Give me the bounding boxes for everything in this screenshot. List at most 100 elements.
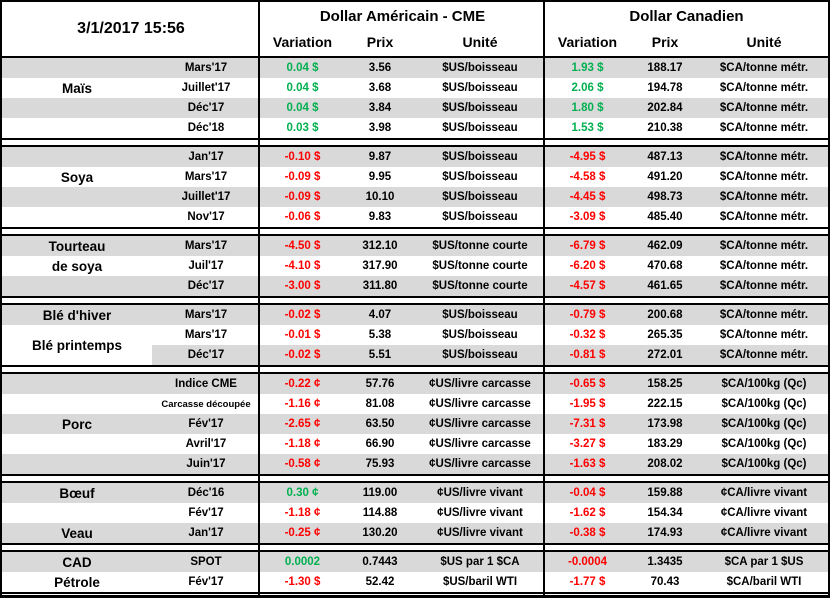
table-row: Juil'17 -4.10 $ 317.90 $US/tonne courte -6.2… (2, 256, 828, 276)
usd-price-cell: 5.38 (368, 329, 392, 341)
usd-variation-cell: -0.01 $ (284, 329, 321, 341)
cad-unit-cell: $CA/baril WTI (726, 576, 802, 588)
cad-variation-cell: -3.27 $ (569, 438, 606, 450)
cad-unit-cell: $CA/tonne métr. (719, 62, 809, 74)
cad-price-cell: 265.35 (647, 329, 683, 341)
usd-price-cell: 0.7443 (362, 556, 398, 568)
usd-variation-cell: -3.00 $ (284, 280, 321, 292)
usd-group-header: Dollar Américain - CME (319, 8, 486, 25)
commodity-label: de soya (51, 258, 103, 274)
cad-unit-cell: $CA/100kg (Qc) (721, 458, 807, 470)
month-cell: Carcasse découpée (161, 398, 251, 410)
cad-unit-cell: $CA/tonne métr. (719, 260, 809, 272)
usd-variation-cell: -0.58 ¢ (284, 458, 321, 470)
commodity-label: CAD (62, 554, 92, 570)
cad-price-cell: 70.43 (650, 576, 680, 588)
cad-variation-cell: -7.31 $ (569, 418, 606, 430)
table-row: Nov'17 -0.06 $ 9.83 $US/boisseau -3.09 $ 485.… (2, 207, 828, 227)
table-row: Déc'16 0.30 ¢ 119.00 ¢US/livre vivant -0.04 … (2, 483, 828, 503)
section-ble: Mars'17 -0.02 $ 4.07 $US/boisseau -0.79 $ 200… (2, 303, 828, 367)
usd-variation-cell: 0.04 $ (286, 82, 319, 94)
table-row: Carcasse découpée -1.16 ¢ 81.08 ¢US/livre c… (2, 394, 828, 414)
usd-variation-cell: -1.16 ¢ (284, 398, 321, 410)
usd-unit-cell: ¢US/livre carcasse (429, 398, 531, 410)
column-divider-cad (543, 2, 545, 595)
table-header: 3/1/2017 15:56 Dollar Américain - CME Do… (2, 2, 828, 56)
month-cell: Juin'17 (186, 458, 226, 470)
cad-unit-cell: $CA/tonne métr. (719, 329, 809, 341)
usd-price-cell: 75.93 (365, 458, 395, 470)
table-row: Juillet'17 -0.09 $ 10.10 $US/boisseau -4.45 … (2, 187, 828, 207)
usd-variation-cell: -1.18 ¢ (284, 507, 321, 519)
usd-variation-cell: -0.09 $ (284, 171, 321, 183)
table-row: Avril'17 -1.18 ¢ 66.90 ¢US/livre carcasse -3… (2, 434, 828, 454)
usd-variation-cell: -0.10 $ (284, 151, 321, 163)
cad-price-cell: 158.25 (647, 378, 683, 390)
usd-variation-cell: -1.18 ¢ (284, 438, 321, 450)
usd-unit-cell: ¢US/livre vivant (437, 487, 523, 499)
cad-price-cell: 462.09 (647, 240, 683, 252)
cad-variation-cell: -0.65 $ (569, 378, 606, 390)
usd-unit-cell: ¢US/livre vivant (437, 507, 523, 519)
cad-price-cell: 194.78 (647, 82, 683, 94)
commodity-label: Bœuf (59, 485, 95, 501)
month-cell: Mars'17 (184, 62, 228, 74)
usd-unit-cell: ¢US/livre vivant (437, 527, 523, 539)
usd-variation-cell: -0.22 ¢ (284, 378, 321, 390)
month-cell: Déc'17 (187, 280, 225, 292)
usd-variation-cell: -4.10 $ (284, 260, 321, 272)
cad-variation-cell: -0.0004 (567, 556, 607, 568)
usd-unit-cell: $US/tonne courte (432, 240, 528, 252)
cad-variation-cell: -1.95 $ (569, 398, 606, 410)
section-tourteau-de-soya: Mars'17 -4.50 $ 312.10 $US/tonne courte -6.7… (2, 234, 828, 298)
commodity-label: Blé printemps (2, 325, 152, 365)
month-cell: Juillet'17 (181, 191, 231, 203)
month-cell: Déc'17 (187, 349, 225, 361)
usd-price-cell: 312.10 (362, 240, 398, 252)
cad-price-cell: 202.84 (647, 102, 683, 114)
cad-unit-cell: $CA/100kg (Qc) (721, 378, 807, 390)
usd-price-cell: 3.56 (368, 62, 392, 74)
cad-variation-cell: -0.79 $ (569, 309, 606, 321)
cad-prix-header: Prix (651, 34, 679, 50)
cad-unit-cell: $CA/tonne métr. (719, 240, 809, 252)
cad-price-cell: 154.34 (647, 507, 683, 519)
commodity-label: Maïs (61, 80, 92, 96)
commodity-label: Tourteau (48, 238, 106, 254)
cad-price-cell: 461.65 (647, 280, 683, 292)
commodity-label: Veau (61, 525, 93, 541)
table-row: Indice CME -0.22 ¢ 57.76 ¢US/livre carcasse… (2, 374, 828, 394)
usd-variation-cell: -0.09 $ (284, 191, 321, 203)
cad-price-cell: 173.98 (647, 418, 683, 430)
usd-unit-cell: $US/boisseau (442, 62, 518, 74)
cad-unit-cell: $CA/tonne métr. (719, 171, 809, 183)
usd-price-cell: 114.88 (362, 507, 398, 519)
usd-variation-cell: 0.30 ¢ (286, 487, 319, 499)
usd-price-cell: 66.90 (365, 438, 395, 450)
cad-variation-cell: -0.04 $ (569, 487, 606, 499)
usd-unit-cell: $US/tonne courte (432, 280, 528, 292)
month-cell: Avril'17 (185, 438, 227, 450)
table-row: Mars'17 -4.50 $ 312.10 $US/tonne courte -6.7… (2, 236, 828, 256)
month-cell: Mars'17 (184, 329, 228, 341)
usd-variation-cell: -0.02 $ (284, 349, 321, 361)
cad-variation-cell: -1.77 $ (569, 576, 606, 588)
cad-variation-cell: -0.38 $ (569, 527, 606, 539)
cad-variation-cell: -0.32 $ (569, 329, 606, 341)
usd-price-cell: 63.50 (365, 418, 395, 430)
cad-group-header: Dollar Canadien (629, 8, 744, 25)
usd-variation-cell: -4.50 $ (284, 240, 321, 252)
usd-unit-cell: $US/boisseau (442, 309, 518, 321)
usd-unite-header: Unité (462, 34, 498, 50)
cad-unit-cell: $CA/tonne métr. (719, 191, 809, 203)
usd-price-cell: 3.98 (368, 122, 392, 134)
cad-unit-cell: $CA par 1 $US (724, 556, 804, 568)
table-row: Mars'17 -0.09 $ 9.95 $US/boisseau -4.58 $ 491… (2, 167, 828, 187)
usd-unit-cell: $US/boisseau (442, 171, 518, 183)
commodity-label: Pétrole (54, 574, 100, 590)
usd-unit-cell: $US/boisseau (442, 191, 518, 203)
cad-variation-header: Variation (557, 34, 618, 50)
cad-unit-cell: $CA/tonne métr. (719, 102, 809, 114)
cad-price-cell: 208.02 (647, 458, 683, 470)
section-mais: Mars'17 0.04 $ 3.56 $US/boisseau 1.93 $ 188.1… (2, 56, 828, 140)
